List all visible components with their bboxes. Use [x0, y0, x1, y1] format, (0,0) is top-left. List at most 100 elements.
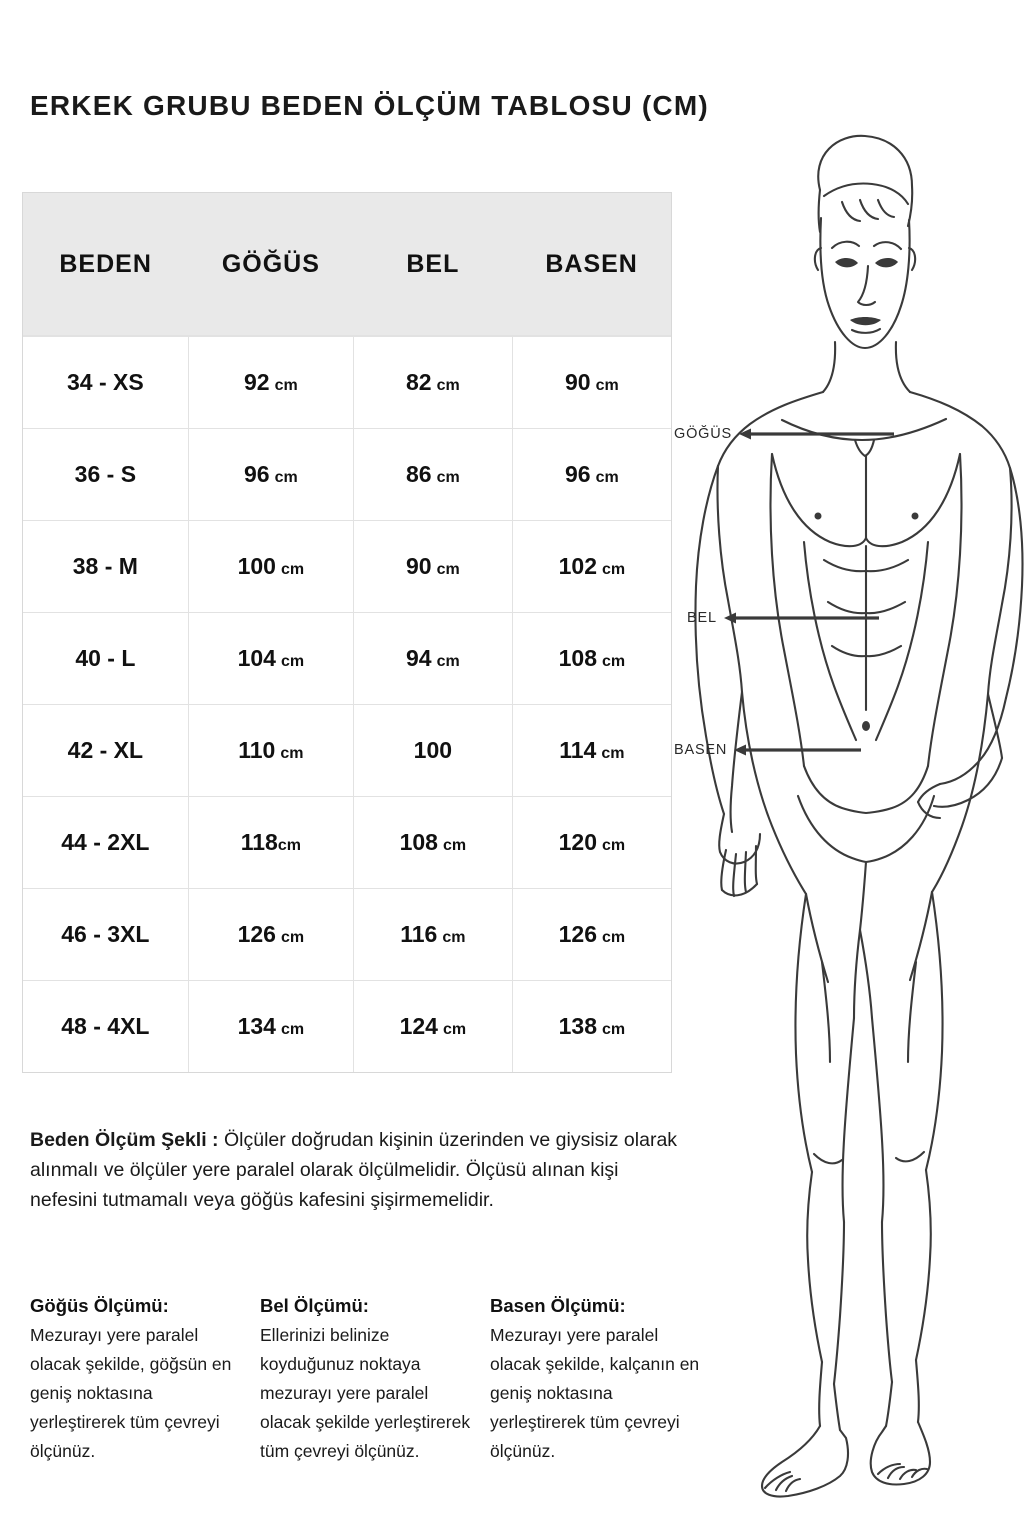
cell-beden: 38 - M: [23, 520, 189, 613]
table-row: 46 - 3XL 126 cm 116 cm 126 cm: [23, 888, 671, 981]
cell-basen: 102 cm: [512, 520, 671, 613]
cell-beden: 36 - S: [23, 428, 189, 521]
cell-beden: 44 - 2XL: [23, 796, 189, 889]
size-chart-table: BEDEN GÖĞÜS BEL BASEN 34 - XS 92 cm 82 cm 90 c…: [23, 193, 671, 1072]
cell-bel-unit: cm: [442, 837, 467, 854]
table-row: 38 - M 100 cm 90 cm 102 cm: [23, 520, 671, 613]
table-row: 40 - L 104 cm 94 cm 108 cm: [23, 612, 671, 705]
cell-basen-unit: cm: [601, 745, 625, 762]
measurement-note: Beden Ölçüm Şekli : Ölçüler doğrudan kiş…: [30, 1125, 690, 1215]
cell-gogus: 104 cm: [188, 612, 354, 705]
cell-basen: 126 cm: [512, 888, 671, 981]
cell-basen-value: 138: [558, 1013, 597, 1039]
cell-beden: 40 - L: [23, 612, 189, 705]
table-head: BEDEN GÖĞÜS BEL BASEN: [23, 193, 671, 336]
cell-bel-value: 116: [400, 921, 438, 947]
cell-bel-value: 82: [405, 369, 432, 395]
cell-basen: 138 cm: [512, 980, 671, 1072]
cell-basen-value: 120: [558, 829, 597, 855]
cell-bel: 116 cm: [353, 888, 513, 981]
cell-gogus: 134 cm: [188, 980, 354, 1072]
cell-beden: 34 - XS: [23, 335, 189, 429]
table-row: 44 - 2XL 118cm 108 cm 120 cm: [23, 796, 671, 889]
cell-bel-value: 100: [413, 737, 453, 763]
cell-basen-value: 114: [559, 737, 597, 763]
column-header-bel: BEL: [353, 193, 513, 336]
cell-bel-value: 124: [399, 1013, 438, 1039]
cell-beden: 48 - 4XL: [23, 980, 189, 1072]
male-figure-line-art: [694, 134, 1024, 1498]
cell-basen-value: 96: [565, 461, 591, 487]
cell-basen: 120 cm: [512, 796, 671, 889]
cell-gogus: 92 cm: [188, 335, 354, 429]
table-row: 48 - 4XL 134 cm 124 cm 138 cm: [23, 980, 671, 1072]
cell-basen-value: 90: [565, 369, 591, 395]
cell-gogus-unit: cm: [277, 837, 301, 854]
measurement-instructions: Göğüs Ölçümü: Mezurayı yere paralel olaca…: [30, 1295, 720, 1466]
cell-bel-unit: cm: [436, 561, 460, 578]
cell-gogus-unit: cm: [280, 561, 305, 578]
cell-basen-unit: cm: [601, 561, 626, 578]
cell-basen-unit: cm: [601, 1021, 626, 1038]
measurement-column-basen-heading: Basen Ölçümü:: [490, 1295, 626, 1316]
cell-basen-unit: cm: [601, 929, 626, 946]
measurement-column-bel: Bel Ölçümü: Ellerinizi belinize koyduğunu…: [260, 1295, 490, 1466]
cell-basen: 90 cm: [512, 335, 671, 429]
measurement-note-heading: Beden Ölçüm Şekli :: [30, 1129, 219, 1151]
cell-basen-unit: cm: [601, 837, 626, 854]
cell-gogus-value: 100: [237, 553, 276, 579]
cell-basen: 96 cm: [512, 428, 671, 521]
measurement-column-bel-heading: Bel Ölçümü:: [260, 1295, 369, 1316]
cell-gogus: 110 cm: [188, 704, 354, 797]
table-row: 36 - S 96 cm 86 cm 96 cm: [23, 428, 671, 521]
cell-basen: 114 cm: [512, 704, 671, 797]
cell-bel-value: 86: [405, 461, 432, 487]
cell-gogus-value: 96: [243, 461, 270, 487]
cell-bel: 90 cm: [353, 520, 513, 613]
cell-bel: 82 cm: [353, 335, 513, 429]
cell-bel: 124 cm: [353, 980, 513, 1072]
cell-bel: 94 cm: [353, 612, 513, 705]
measurement-column-gogus-body: Mezurayı yere paralel olacak şekilde, gö…: [30, 1325, 232, 1461]
cell-gogus-value: 134: [237, 1013, 276, 1039]
cell-gogus-unit: cm: [280, 929, 305, 946]
cell-basen-unit: cm: [601, 653, 626, 670]
column-header-basen: BASEN: [512, 193, 671, 336]
table-row: 42 - XL 110 cm 100 114 cm: [23, 704, 671, 797]
cell-gogus-value: 118: [240, 829, 278, 855]
cell-basen-unit: cm: [595, 469, 619, 486]
cell-gogus-value: 92: [243, 369, 270, 395]
cell-gogus-unit: cm: [280, 1021, 305, 1038]
cell-bel-unit: cm: [436, 653, 460, 670]
cell-basen-value: 126: [558, 921, 597, 947]
cell-gogus: 118cm: [188, 796, 354, 889]
cell-bel-unit: cm: [442, 1021, 467, 1038]
cell-bel-value: 108: [399, 829, 438, 855]
cell-bel: 100: [353, 704, 513, 797]
table-body: 34 - XS 92 cm 82 cm 90 cm 36 - S 96 cm 86 cm 96 cm 38 …: [23, 335, 671, 1072]
cell-gogus-value: 110: [238, 737, 276, 763]
measurement-column-basen: Basen Ölçümü: Mezurayı yere paralel olaca…: [490, 1295, 720, 1466]
cell-basen-value: 108: [558, 645, 597, 671]
table-row: 34 - XS 92 cm 82 cm 90 cm: [23, 335, 671, 429]
cell-bel-unit: cm: [436, 377, 460, 394]
cell-gogus-value: 104: [237, 645, 276, 671]
cell-bel: 86 cm: [353, 428, 513, 521]
cell-basen-unit: cm: [595, 377, 619, 394]
page-title: ERKEK GRUBU BEDEN ÖLÇÜM TABLOSU (CM): [30, 90, 709, 121]
measurement-note-body: Ölçüler doğrudan kişinin üzerinden ve gi…: [30, 1129, 678, 1211]
cell-basen-value: 102: [558, 553, 597, 579]
cell-gogus-value: 126: [237, 921, 276, 947]
cell-bel-value: 94: [405, 645, 432, 671]
measurement-column-gogus: Göğüs Ölçümü: Mezurayı yere paralel olaca…: [30, 1295, 260, 1466]
cell-beden: 42 - XL: [23, 704, 189, 797]
column-header-gogus: GÖĞÜS: [188, 193, 354, 336]
cell-bel-unit: cm: [442, 929, 466, 946]
cell-bel-unit: cm: [436, 469, 460, 486]
cell-bel: 108 cm: [353, 796, 513, 889]
table-header-row: BEDEN GÖĞÜS BEL BASEN: [23, 193, 671, 336]
cell-basen: 108 cm: [512, 612, 671, 705]
cell-beden: 46 - 3XL: [23, 888, 189, 981]
cell-bel-value: 90: [405, 553, 432, 579]
cell-gogus-unit: cm: [274, 469, 298, 486]
